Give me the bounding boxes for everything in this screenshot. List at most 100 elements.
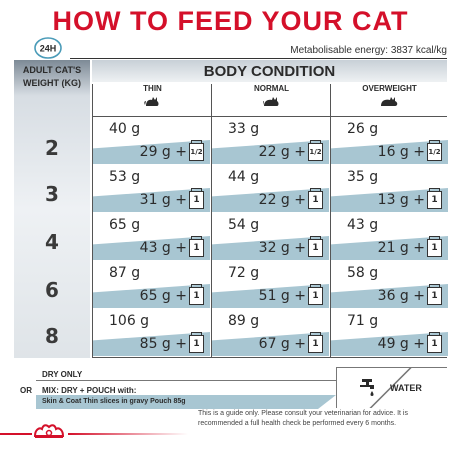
water-tap-icon [360, 379, 374, 396]
dry-amount: 65 g [109, 217, 141, 233]
column-overweight-label: OVERWEIGHT [362, 84, 417, 93]
pouch-icon: 1 [427, 332, 442, 353]
feeding-cell: 65 g 43 g +1 [93, 214, 210, 260]
mix-amount: 22 g +1 [259, 188, 323, 209]
energy-label: Metabolisable energy: 3837 kcal/kg [290, 45, 447, 56]
mix-amount: 85 g +1 [140, 332, 204, 353]
weight-4: 4 [45, 230, 59, 254]
royal-canin-crown-logo [33, 424, 65, 438]
pouch-icon: 1/2 [189, 140, 204, 161]
guidance-note: This is a guide only. Please consult you… [198, 410, 408, 427]
dry-amount: 26 g [347, 121, 379, 137]
dry-amount: 35 g [347, 169, 379, 185]
grid-line [92, 357, 447, 358]
feeding-cell: 106 g 85 g +1 [93, 310, 210, 356]
grid-line [92, 84, 93, 358]
logo-line [68, 433, 188, 435]
mix-amount: 43 g +1 [140, 236, 204, 257]
feeding-cell: 33 g 22 g +1/2 [212, 118, 329, 164]
page-title: HOW TO FEED YOUR CAT [52, 6, 409, 36]
mix-amount: 13 g +1 [378, 188, 442, 209]
cat-icon [262, 97, 278, 106]
water-box [336, 367, 447, 408]
mix-amount: 49 g +1 [378, 332, 442, 353]
water-label: WATER [390, 383, 422, 393]
feeding-cell: 58 g 36 g +1 [331, 262, 448, 308]
mix-amount: 36 g +1 [378, 284, 442, 305]
feeding-cell: 54 g 32 g +1 [212, 214, 329, 260]
pouch-icon: 1/2 [308, 140, 323, 161]
dry-amount: 33 g [228, 121, 260, 137]
legend-separator [36, 380, 336, 381]
weight-8: 8 [45, 324, 59, 348]
feeding-cell: 87 g 65 g +1 [93, 262, 210, 308]
dry-amount: 89 g [228, 313, 260, 329]
feeding-cell: 89 g 67 g +1 [212, 310, 329, 356]
legend-band [36, 395, 336, 409]
feeding-cell: 72 g 51 g +1 [212, 262, 329, 308]
pouch-icon: 1 [308, 284, 323, 305]
legend-product: Skin & Coat Thin slices in gravy Pouch 8… [42, 398, 186, 405]
dry-amount: 87 g [109, 265, 141, 281]
mix-amount: 21 g +1 [378, 236, 442, 257]
dry-amount: 106 g [109, 313, 150, 329]
weight-3: 3 [45, 182, 59, 206]
grid-line [92, 116, 447, 117]
pouch-icon: 1 [189, 188, 204, 209]
column-thin: THIN [94, 84, 211, 116]
body-condition-header: BODY CONDITION [92, 60, 447, 82]
mix-amount: 65 g +1 [140, 284, 204, 305]
feeding-cell: 43 g 21 g +1 [331, 214, 448, 260]
dry-amount: 43 g [347, 217, 379, 233]
mix-amount: 29 g +1/2 [139, 140, 204, 161]
feeding-cell: 53 g 31 g +1 [93, 166, 210, 212]
pouch-icon: 1 [308, 236, 323, 257]
legend-or: OR [20, 386, 32, 395]
weight-header-line: ADULT CAT'S WEIGHT (KG) [22, 65, 82, 88]
dry-amount: 40 g [109, 121, 141, 137]
pouch-icon: 1/2 [427, 140, 442, 161]
grid-line [330, 84, 331, 358]
dry-amount: 53 g [109, 169, 141, 185]
grid-line [211, 84, 212, 358]
mix-amount: 16 g +1/2 [377, 140, 442, 161]
weight-header: ADULT CAT'S WEIGHT (KG) [14, 64, 90, 90]
header-rule [70, 58, 447, 59]
weight-sidebar: ADULT CAT'S WEIGHT (KG) 2 3 4 6 8 [14, 60, 90, 358]
feeding-cell: 40 g 29 g +1/2 [93, 118, 210, 164]
pouch-icon: 1 [427, 236, 442, 257]
mix-amount: 67 g +1 [259, 332, 323, 353]
clock-label: 24H [40, 44, 57, 54]
mix-amount: 22 g +1/2 [258, 140, 323, 161]
mix-amount: 31 g +1 [140, 188, 204, 209]
cat-icon [380, 97, 397, 106]
column-normal: NORMAL [213, 84, 330, 116]
pouch-icon: 1 [308, 188, 323, 209]
dry-amount: 44 g [228, 169, 260, 185]
feeding-cell: 26 g 16 g +1/2 [331, 118, 448, 164]
pouch-icon: 1 [427, 284, 442, 305]
weight-2: 2 [45, 136, 59, 160]
column-thin-label: THIN [143, 84, 162, 93]
pouch-icon: 1 [427, 188, 442, 209]
dry-amount: 72 g [228, 265, 260, 281]
legend-mix: MIX: DRY + POUCH with: [42, 386, 137, 395]
cat-icon [143, 97, 158, 106]
legend-dry-only: DRY ONLY [42, 370, 83, 379]
feeding-cell: 71 g 49 g +1 [331, 310, 448, 356]
mix-amount: 32 g +1 [259, 236, 323, 257]
pouch-icon: 1 [308, 332, 323, 353]
logo-line [0, 433, 32, 435]
column-normal-label: NORMAL [253, 84, 290, 93]
feeding-cell: 35 g 13 g +1 [331, 166, 448, 212]
pouch-icon: 1 [189, 332, 204, 353]
pouch-icon: 1 [189, 236, 204, 257]
pouch-icon: 1 [189, 284, 204, 305]
column-overweight: OVERWEIGHT [332, 84, 447, 116]
dry-amount: 71 g [347, 313, 379, 329]
dry-amount: 54 g [228, 217, 260, 233]
dry-amount: 58 g [347, 265, 379, 281]
mix-amount: 51 g +1 [259, 284, 323, 305]
weight-6: 6 [45, 278, 59, 302]
feeding-cell: 44 g 22 g +1 [212, 166, 329, 212]
